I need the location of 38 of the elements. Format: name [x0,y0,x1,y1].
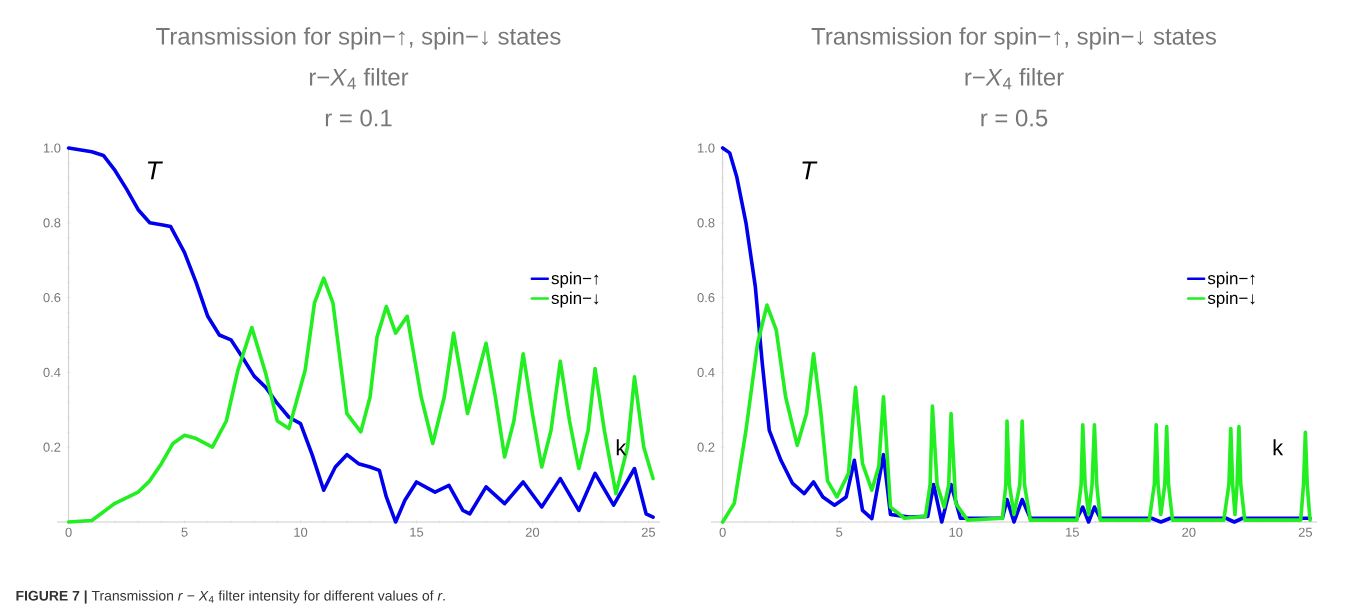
text: r = 0.5 [981,109,1048,127]
y-tick-label: 0.8 [43,218,61,228]
line-series [66,146,655,524]
x-tick-label: 10 [949,527,963,537]
text: FIGURE 7 | Transmission r − X$_{4}$ filter intensity for different values of r. [16,590,445,604]
y-tick-label: 0.6 [43,293,61,303]
y-tick-label: 1.0 [43,143,61,153]
x-tick-label: 5 [181,527,188,537]
x-tick-label: 15 [410,527,424,537]
y-tick-label: 0.8 [697,218,715,228]
x-tick-label: 0 [65,527,72,537]
legend-label: spin−↑ [1207,271,1255,288]
y-tick-label: 0.4 [697,367,715,377]
text: r = 0.1 [325,109,392,127]
y-tick-label: 0.6 [697,293,715,303]
y-tick-label: 0.4 [43,367,61,377]
chart-title: Transmission for spin−↑, spin−↓ states [156,27,561,50]
x-axis-title: k [616,439,627,456]
x-tick-label: 0 [719,527,726,537]
legend-label: spin−↑ [551,271,599,288]
y-axis-title: T [802,161,818,180]
chart-title: Transmission for spin−↑, spin−↓ states [811,27,1216,50]
x-tick-label: 20 [525,527,540,537]
y-tick-label: 0.2 [43,442,61,452]
x-tick-label: 5 [836,527,843,537]
chart-subtitle: r−X$_{4}$ filter [965,68,1064,90]
x-tick-label: 20 [1182,527,1196,537]
x-tick-label: 15 [1066,527,1079,537]
chart-subtitle: r−X$_{4}$ filter [309,68,409,90]
x-tick-label: 25 [641,527,656,537]
x-axis-title: k [1273,439,1284,456]
x-tick-label: 25 [1298,527,1313,537]
y-tick-label: 0.2 [697,442,715,452]
y-axis-title: T [147,161,163,180]
y-tick-label: 1.0 [698,143,715,153]
legend-label: spin−↓ [1207,291,1255,308]
legend-label: spin−↓ [551,291,599,308]
x-tick-label: 10 [294,527,308,537]
